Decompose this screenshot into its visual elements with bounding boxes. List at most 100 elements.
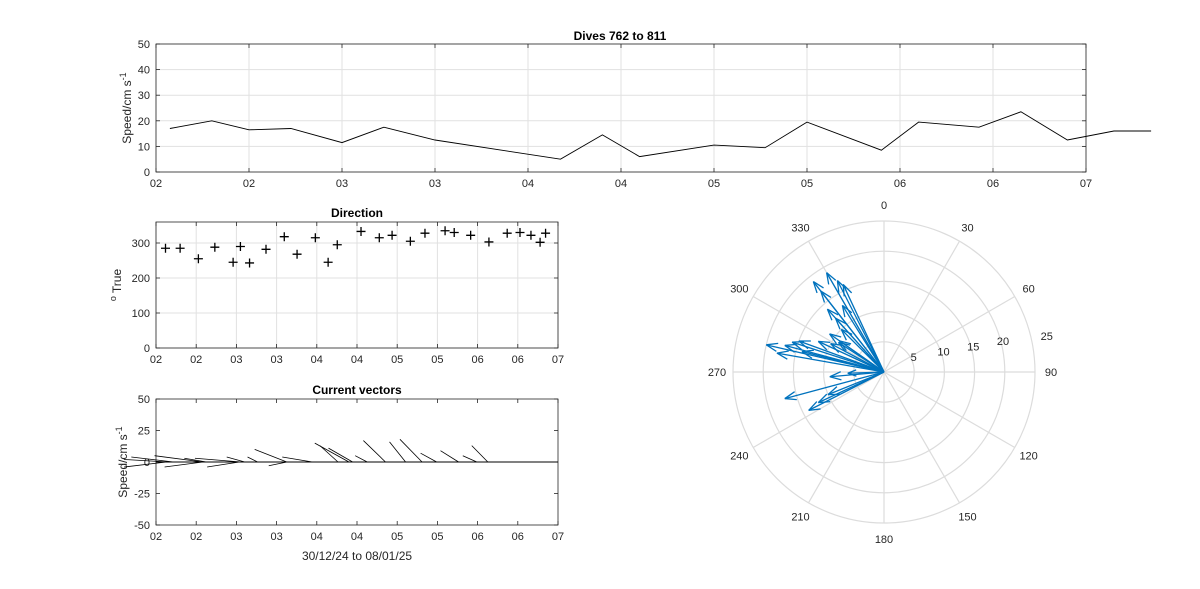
direction-point bbox=[228, 257, 238, 267]
compass-arrowhead bbox=[836, 280, 840, 293]
current-vector bbox=[471, 445, 489, 463]
compass-radius-label: 20 bbox=[997, 336, 1009, 348]
compass-arrowhead bbox=[841, 328, 853, 335]
compass-arrowhead bbox=[841, 305, 846, 318]
compass-arrowhead bbox=[827, 308, 839, 316]
direction-point bbox=[515, 228, 525, 237]
vectors-xtick-label: 06 bbox=[471, 531, 483, 543]
speed-xtick-label: 05 bbox=[708, 178, 720, 190]
vectors-xtick-label: 02 bbox=[150, 531, 162, 543]
compass-angle-label: 300 bbox=[730, 284, 748, 296]
direction-xtick-label: 02 bbox=[150, 354, 162, 366]
compass-arrow bbox=[840, 328, 885, 373]
direction-point bbox=[210, 242, 220, 252]
compass-angle-label: 240 bbox=[730, 451, 748, 463]
speed-ytick-label: 50 bbox=[138, 39, 150, 51]
vectors-ytick-label: 50 bbox=[138, 394, 150, 406]
compass-arrow bbox=[808, 371, 885, 411]
vectors-title: Current vectors bbox=[312, 383, 402, 397]
direction-point bbox=[310, 233, 320, 243]
compass-arrowhead bbox=[765, 344, 777, 352]
direction-point bbox=[193, 254, 203, 264]
current-vector bbox=[399, 439, 423, 463]
current-vector bbox=[194, 457, 242, 463]
compass-arrowhead bbox=[826, 308, 833, 321]
direction-point bbox=[502, 228, 512, 238]
compass-arrow bbox=[841, 305, 885, 373]
compass-arrow bbox=[784, 371, 885, 400]
compass-spoke bbox=[883, 371, 1016, 449]
compass-arrowhead bbox=[825, 272, 830, 285]
direction-xtick-label: 03 bbox=[270, 354, 282, 366]
compass-arrowhead bbox=[840, 329, 847, 341]
compass-arrowhead bbox=[837, 342, 847, 353]
speed-ytick-label: 10 bbox=[138, 141, 150, 153]
direction-ylabel: oTrue bbox=[108, 269, 124, 302]
direction-xtick-label: 04 bbox=[351, 354, 363, 366]
direction-point bbox=[279, 232, 289, 242]
direction-ytick-label: 0 bbox=[144, 343, 150, 355]
current-vector bbox=[164, 461, 203, 468]
direction-point bbox=[440, 226, 450, 236]
vectors-xtick-label: 05 bbox=[391, 531, 403, 543]
speed-title: Dives 762 to 811 bbox=[574, 29, 667, 43]
current-vector bbox=[131, 456, 174, 463]
compass-panel: 0 30 60 90 120 150 180 210 240 270 300 330 5 10 15 20 25 bbox=[708, 200, 1057, 546]
vectors-ytick-label: -50 bbox=[134, 520, 150, 532]
vectors-xtick-label: 06 bbox=[512, 531, 524, 543]
current-vector bbox=[462, 455, 478, 463]
current-vector bbox=[226, 456, 245, 463]
direction-point bbox=[387, 230, 397, 240]
current-vector bbox=[314, 442, 350, 463]
direction-point bbox=[356, 226, 366, 236]
compass-arrow bbox=[830, 343, 885, 373]
compass-spoke bbox=[883, 371, 961, 504]
compass-arrowhead bbox=[817, 340, 828, 351]
current-vector bbox=[282, 456, 313, 463]
current-vector bbox=[363, 440, 386, 463]
speed-xtick-label: 02 bbox=[150, 178, 162, 190]
vectors-xlabel: 30/12/24 to 08/01/25 bbox=[302, 549, 412, 563]
direction-point bbox=[332, 240, 342, 250]
direction-point bbox=[235, 242, 245, 251]
direction-ytick-label: 300 bbox=[132, 238, 150, 250]
compass-arrowhead bbox=[791, 341, 802, 351]
compass-arrow bbox=[798, 340, 885, 373]
compass-arrowhead bbox=[841, 304, 853, 314]
compass-arrowhead bbox=[830, 343, 840, 354]
current-vector bbox=[354, 455, 368, 463]
direction-point bbox=[484, 237, 494, 247]
compass-arrowhead bbox=[826, 272, 837, 281]
compass-arrowhead bbox=[776, 352, 788, 360]
compass-arrow bbox=[829, 371, 885, 378]
compass-arrowhead bbox=[834, 317, 841, 330]
direction-point bbox=[323, 257, 333, 267]
direction-point bbox=[374, 233, 384, 243]
speed-xtick-label: 02 bbox=[243, 178, 255, 190]
compass-arrowhead bbox=[801, 349, 814, 353]
compass-arrowhead bbox=[812, 281, 818, 294]
current-vector bbox=[328, 447, 353, 463]
vectors-ytick-label: -25 bbox=[134, 489, 150, 501]
compass-arrow bbox=[838, 341, 885, 373]
vectors-xtick-label: 03 bbox=[270, 531, 282, 543]
speed-xtick-label: 06 bbox=[894, 178, 906, 190]
compass-arrowhead bbox=[808, 408, 821, 412]
compass-angle-label: 120 bbox=[1019, 451, 1037, 463]
compass-arrowhead bbox=[813, 281, 824, 289]
direction-xtick-label: 03 bbox=[230, 354, 242, 366]
direction-point bbox=[405, 236, 415, 246]
current-vector bbox=[420, 452, 437, 463]
compass-arrowhead bbox=[842, 284, 845, 297]
vectors-ytick-label: 25 bbox=[138, 426, 150, 438]
current-vector bbox=[440, 450, 459, 463]
speed-xtick-label: 07 bbox=[1080, 178, 1092, 190]
direction-point bbox=[292, 249, 302, 259]
vectors-panel: Current vectors Speed/cm s-1 30/12/24 to… bbox=[114, 383, 564, 563]
compass-arrowhead bbox=[838, 341, 851, 346]
speed-xtick-label: 04 bbox=[522, 178, 534, 190]
direction-xtick-label: 05 bbox=[431, 354, 443, 366]
compass-arrowhead bbox=[776, 350, 789, 354]
compass-spoke bbox=[807, 371, 885, 504]
